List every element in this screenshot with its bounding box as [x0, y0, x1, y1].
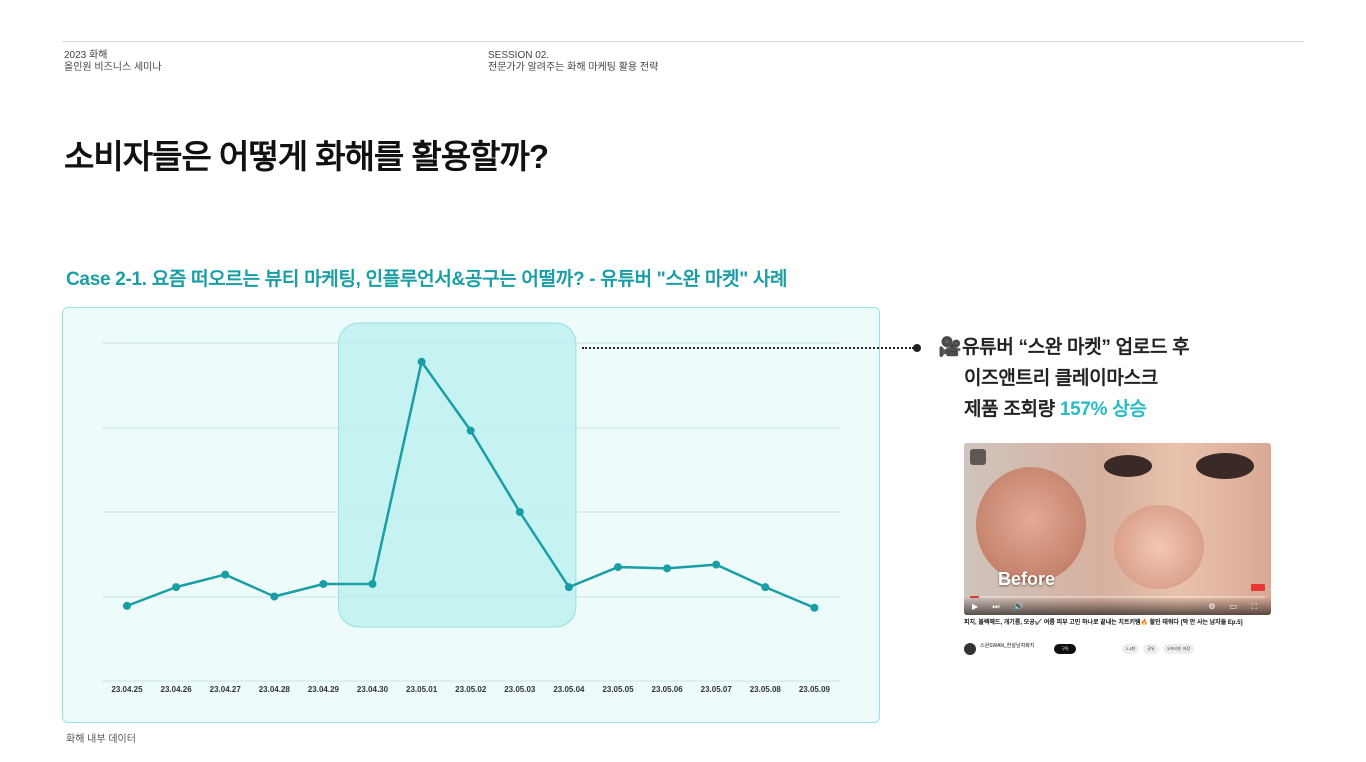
x-tick-label: 23.04.30: [357, 685, 389, 694]
data-point: [614, 563, 622, 572]
red-badge: [1251, 584, 1265, 591]
header-event-name: 올인원 비즈니스 세미나: [64, 62, 162, 73]
x-tick-label: 23.04.27: [210, 685, 242, 694]
case-title: Case 2-1. 요즘 떠오르는 뷰티 마케팅, 인플루언서&공구는 어떨까?…: [66, 269, 788, 290]
data-point: [663, 564, 672, 573]
channel-name[interactable]: 스완SWAN_한살남자화지: [980, 643, 1035, 649]
source-note: 화해 내부 데이터: [66, 734, 136, 745]
callout-leader-line: [582, 347, 914, 349]
subscribe-button[interactable]: 구독: [1054, 644, 1076, 654]
x-tick-label: 23.05.02: [455, 685, 487, 694]
header-event: 2023 화해 올인원 비즈니스 세미나: [64, 50, 162, 74]
avatar[interactable]: [964, 643, 976, 655]
x-tick-label: 23.05.09: [799, 685, 831, 694]
x-tick-label: 23.05.07: [701, 685, 733, 694]
like-button[interactable]: 2.4천: [1122, 644, 1140, 654]
line-chart: 23.04.25 23.04.26 23.04.27 23.04.28 23.04.29…: [102, 322, 840, 694]
x-tick-label: 23.05.05: [602, 685, 634, 694]
data-point: [319, 579, 328, 588]
x-tick-label: 23.04.26: [161, 685, 193, 694]
video-progress-bar[interactable]: [970, 596, 1265, 598]
callout-line-1: 유튜버 “스완 마켓” 업로드 후: [962, 337, 1190, 358]
play-icon[interactable]: ▶ ⏭ 🔊: [972, 602, 1030, 611]
header-session-number: SESSION 02.: [488, 50, 550, 61]
data-point: [712, 560, 721, 569]
header-session: SESSION 02. 전문가가 알려주는 화해 마케팅 활용 전략: [488, 50, 658, 74]
x-tick-label: 23.04.25: [111, 685, 143, 694]
x-tick-label: 23.04.29: [308, 685, 340, 694]
x-tick-label: 23.04.28: [259, 685, 291, 694]
x-tick-label: 23.05.08: [750, 685, 782, 694]
player-control-bar: [964, 597, 1271, 615]
data-point: [172, 583, 181, 592]
header-event-year: 2023 화해: [64, 50, 108, 61]
offline-save-button[interactable]: 오프라인 저장: [1162, 644, 1195, 654]
data-point: [466, 426, 475, 435]
data-point: [515, 508, 524, 516]
data-point: [810, 603, 819, 612]
header-divider: [62, 41, 1304, 42]
eye-image: [1196, 453, 1254, 479]
face-image: [1114, 505, 1204, 589]
channel-row: 스완SWAN_한살남자화지 구독 2.4천 공유 오프라인 저장: [964, 643, 1271, 657]
video-camera-icon: 🎥: [938, 337, 962, 358]
x-tick-label: 23.05.01: [406, 685, 438, 694]
data-point: [417, 357, 426, 366]
data-point: [123, 601, 131, 610]
highlight-range: [338, 322, 577, 628]
data-point: [221, 570, 230, 579]
x-tick-label: 23.05.06: [652, 685, 684, 694]
video-thumbnail[interactable]: Before ▶ ⏭ 🔊 ⚙ ▭ ⛶: [964, 443, 1271, 615]
callout-line-2: 이즈앤트리 클레이마스크: [964, 368, 1158, 389]
share-button[interactable]: 공유: [1143, 644, 1159, 654]
nose-closeup-image: [976, 467, 1086, 583]
data-point: [270, 592, 279, 601]
x-tick-label: 23.05.03: [504, 685, 536, 694]
data-point: [368, 579, 377, 588]
video-top-tag: [970, 449, 986, 465]
page-title: 소비자들은 어떻게 화해를 활용할까?: [64, 138, 549, 175]
callout-highlight: 157% 상승: [1059, 399, 1147, 420]
settings-icon[interactable]: ⚙ ▭ ⛶: [1208, 602, 1263, 611]
data-point: [761, 583, 770, 592]
video-title[interactable]: 피지, 블랙헤드, 개기름, 모공✔️ 여름 피부 고민 하나로 끝내는 치트키…: [964, 620, 1243, 626]
callout-leader-dot: [913, 344, 921, 352]
video-actions: 2.4천 공유 오프라인 저장: [1122, 644, 1197, 654]
callout-line-3: 제품 조회량: [964, 399, 1060, 420]
callout-text: 🎥유튜버 “스완 마켓” 업로드 후 이즈앤트리 클레이마스크 제품 조회량 1…: [938, 332, 1190, 425]
eye-image: [1104, 455, 1152, 477]
video-overlay-text: Before: [998, 569, 1056, 589]
x-tick-label: 23.05.04: [553, 685, 585, 694]
data-point: [564, 583, 573, 592]
header-session-title: 전문가가 알려주는 화해 마케팅 활용 전략: [488, 62, 659, 73]
